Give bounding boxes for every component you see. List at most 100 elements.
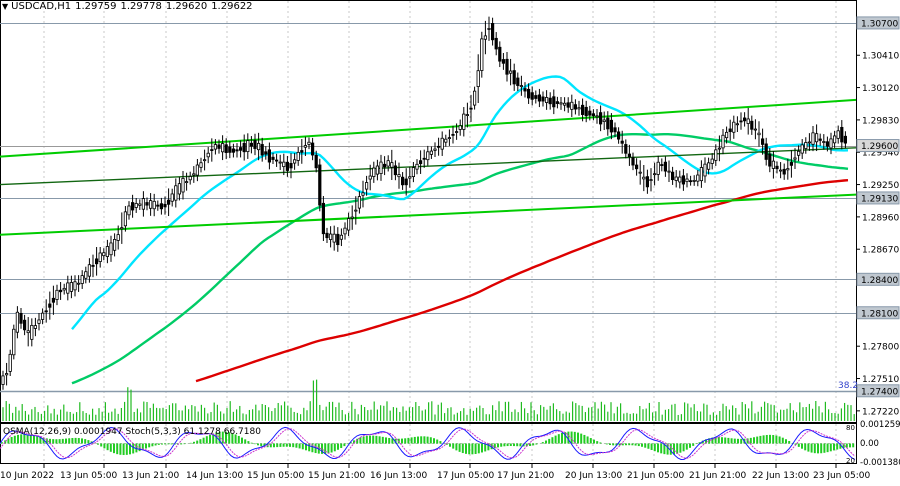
- candle-body: [454, 131, 459, 133]
- fib-level-label: 38.2: [838, 381, 858, 391]
- candle-body: [516, 77, 520, 86]
- candle-body: [195, 164, 199, 176]
- candle-body: [310, 142, 315, 156]
- candle-body: [649, 179, 653, 182]
- candle-body: [282, 161, 286, 168]
- candle-body: [429, 150, 434, 155]
- candle-body: [606, 117, 610, 130]
- candle-body: [314, 154, 318, 169]
- collapse-arrow-icon[interactable]: ▼: [2, 2, 9, 11]
- channel-lower-line: [0, 193, 857, 236]
- candle-body: [768, 153, 772, 167]
- time-axis-label: 15 Jun 21:00: [308, 471, 365, 481]
- candle-body: [84, 271, 88, 279]
- candle-body: [775, 165, 779, 170]
- chart-header: ▼ USDCAD,H1 1.29759 1.29778 1.29620 1.29622: [2, 0, 257, 14]
- low-value: 1.29620: [165, 1, 208, 12]
- candle-body: [415, 163, 419, 170]
- candle-body: [476, 70, 480, 87]
- candle-body: [127, 205, 131, 216]
- candle-body: [613, 127, 617, 133]
- candle-body: [109, 242, 113, 256]
- candle-body: [602, 119, 606, 122]
- candle-body: [530, 92, 534, 100]
- candle-body: [69, 282, 73, 292]
- candle-body: [696, 174, 700, 182]
- candle-body: [523, 88, 527, 92]
- candle-body: [761, 138, 765, 145]
- candle-body: [519, 85, 524, 87]
- time-axis-label: 17 Jun 05:00: [437, 471, 494, 481]
- price-tick-label: 1.28960: [862, 213, 899, 223]
- candle-body: [757, 132, 761, 136]
- candle-body: [732, 121, 736, 133]
- candle-body: [220, 143, 225, 153]
- candle-body: [717, 147, 722, 150]
- candle-body: [822, 141, 826, 143]
- candle-body: [382, 163, 387, 168]
- candle-body: [588, 110, 592, 116]
- price-tick-label: 1.27220: [862, 407, 899, 417]
- candle-body: [548, 97, 552, 105]
- stoch-80-label: 80: [846, 424, 855, 432]
- level-label-box: [856, 306, 900, 320]
- candle-body: [134, 203, 138, 208]
- candle-body: [469, 107, 473, 110]
- price-tick-label: 1.27510: [862, 375, 899, 385]
- level-label: 1.29600: [861, 142, 898, 152]
- candle-body: [400, 176, 405, 186]
- candle-body: [361, 192, 365, 196]
- candle-body: [782, 168, 786, 175]
- candle-body: [541, 96, 545, 102]
- candle-body: [501, 59, 506, 64]
- candle-body: [346, 218, 351, 231]
- candle-body: [271, 156, 275, 160]
- candle-body: [674, 176, 678, 181]
- candle-body: [318, 164, 322, 206]
- candle-body: [249, 142, 253, 147]
- level-label: 1.28100: [861, 309, 898, 319]
- time-axis-label: 15 Jun 05:00: [247, 471, 304, 481]
- candle-body: [746, 118, 750, 124]
- candle-body: [728, 128, 732, 133]
- candle-body: [192, 173, 196, 176]
- candle-body: [238, 147, 243, 151]
- candle-body: [563, 102, 567, 106]
- candle-body: [242, 142, 246, 153]
- candle-body: [123, 211, 127, 227]
- candle-body: [357, 196, 362, 209]
- candle-body: [753, 128, 758, 131]
- candle-body: [368, 175, 372, 180]
- price-tick-label: 1.28670: [862, 246, 899, 256]
- candle-body: [836, 130, 840, 139]
- candle-body: [33, 325, 38, 329]
- candle-body: [166, 199, 171, 205]
- candle-body: [494, 37, 498, 50]
- candle-body: [411, 167, 416, 177]
- level-label: 1.30700: [861, 19, 898, 29]
- candle-body: [811, 132, 815, 145]
- price-tick-label: 1.30120: [862, 84, 899, 94]
- time-axis-label: 21 Jun 05:00: [627, 471, 684, 481]
- channel-mid-line: [0, 147, 857, 186]
- candle-body: [743, 117, 747, 122]
- candle-body: [228, 146, 232, 153]
- candle-body: [246, 140, 250, 153]
- candle-body: [235, 149, 239, 152]
- candle-body: [573, 104, 578, 110]
- candle-body: [508, 70, 513, 74]
- candle-body: [91, 264, 95, 267]
- candle-body: [274, 159, 279, 162]
- candle-body: [148, 200, 153, 209]
- candle-body: [260, 144, 264, 156]
- candle-body: [739, 120, 743, 123]
- candle-body: [231, 148, 235, 153]
- candle-body: [807, 141, 812, 144]
- candle-body: [703, 163, 707, 177]
- candle-body: [8, 353, 12, 372]
- candle-body: [789, 162, 794, 166]
- candle-body: [815, 133, 819, 143]
- candle-body: [829, 138, 833, 149]
